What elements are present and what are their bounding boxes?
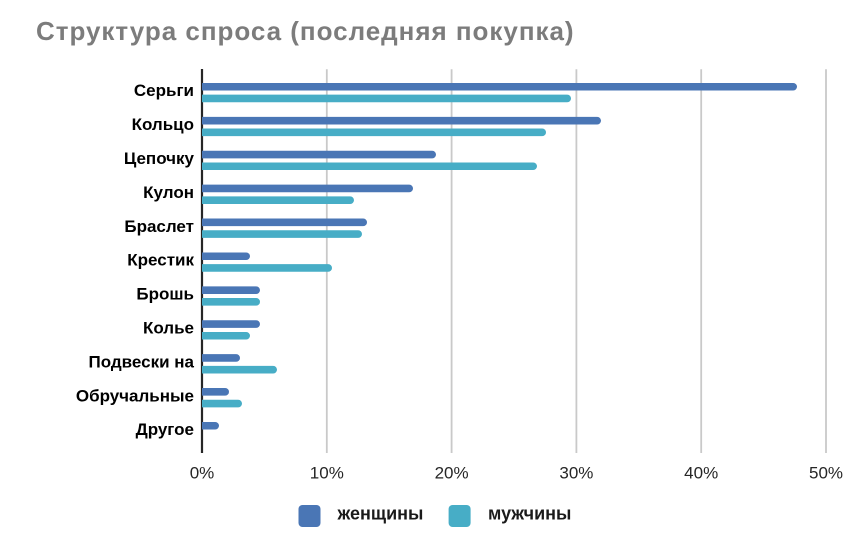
svg-text:Подвески на: Подвески на (89, 352, 195, 371)
svg-text:Другое: Другое (136, 420, 194, 439)
svg-text:50%: 50% (809, 464, 843, 483)
svg-text:20%: 20% (435, 464, 469, 483)
svg-text:женщины: женщины (337, 503, 424, 523)
svg-text:Брошь: Брошь (136, 285, 194, 304)
svg-text:10%: 10% (310, 464, 344, 483)
svg-text:Кулон: Кулон (143, 183, 194, 202)
svg-text:40%: 40% (684, 464, 718, 483)
svg-text:Колье: Колье (143, 319, 194, 338)
svg-text:Цепочку: Цепочку (124, 149, 195, 168)
svg-text:Браслет: Браслет (124, 217, 194, 236)
svg-text:Крестик: Крестик (127, 251, 194, 270)
svg-text:Обручальные: Обручальные (76, 386, 194, 405)
svg-text:Кольцо: Кольцо (132, 115, 194, 134)
svg-text:30%: 30% (559, 464, 593, 483)
svg-text:мужчины: мужчины (488, 503, 571, 523)
svg-text:0%: 0% (190, 464, 215, 483)
svg-text:Структура спроса (последняя по: Структура спроса (последняя покупка) (36, 16, 575, 46)
svg-text:Серьги: Серьги (134, 81, 194, 100)
